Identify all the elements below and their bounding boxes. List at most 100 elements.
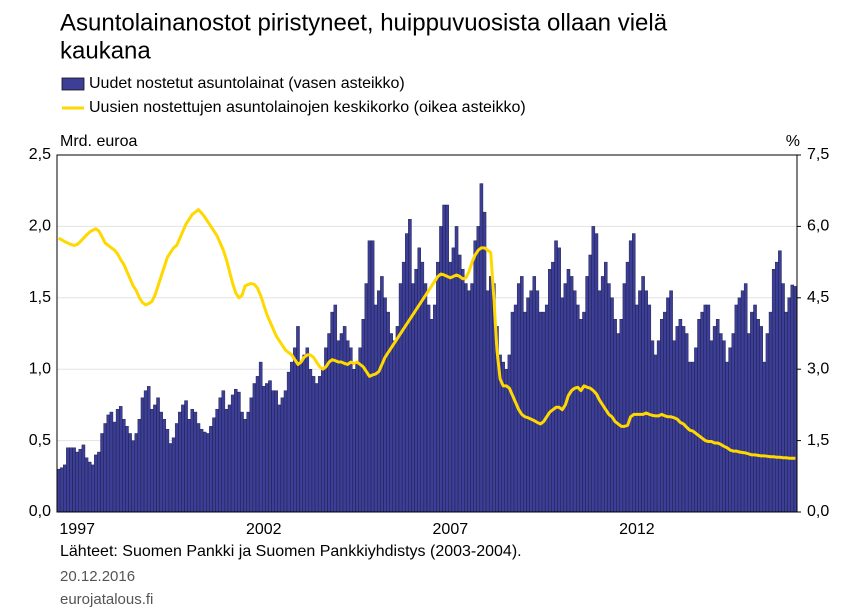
legend-swatch (61, 77, 85, 91)
bar (734, 304, 739, 513)
bar (212, 417, 216, 513)
date: 20.12.2016 (60, 568, 135, 585)
bar (482, 211, 487, 513)
bar (541, 311, 546, 513)
bar (485, 290, 490, 513)
bar (641, 276, 645, 513)
chart-title: Asuntolainanostot piristyneet, huippuvuo… (60, 9, 668, 36)
bar (308, 369, 313, 513)
bar (333, 304, 338, 513)
bar (672, 340, 676, 513)
bar (209, 426, 213, 513)
y2-tick-label: 0,0 (807, 503, 829, 520)
bar (560, 297, 565, 513)
bar (196, 423, 201, 513)
bar (361, 319, 366, 513)
bar (762, 361, 767, 513)
bar (94, 454, 98, 513)
bar (700, 311, 704, 513)
bar (709, 340, 714, 513)
bar (118, 406, 123, 513)
legend-label: Uudet nostetut asuntolainat (vasen astei… (89, 75, 405, 92)
bar (352, 369, 356, 513)
bar (529, 290, 533, 513)
bar (317, 376, 322, 513)
bar (703, 304, 708, 513)
bar (243, 418, 247, 513)
y-axis-label: Mrd. euroa (60, 133, 137, 150)
bar (706, 304, 711, 513)
bar (206, 433, 210, 513)
bar (234, 388, 238, 513)
bar (544, 304, 549, 513)
bar (286, 371, 291, 513)
bar (355, 361, 359, 513)
bar (681, 326, 686, 513)
bar (165, 428, 170, 513)
bar (314, 383, 319, 513)
bar (638, 290, 642, 513)
bar (610, 297, 614, 513)
bar (171, 437, 176, 513)
bar (237, 391, 241, 513)
bar (97, 451, 101, 513)
bar (69, 447, 73, 513)
bar (358, 347, 362, 513)
bar (349, 347, 353, 513)
bar (280, 397, 285, 513)
bar (697, 319, 701, 513)
bar (277, 404, 282, 513)
bar (255, 376, 260, 513)
bar (249, 397, 254, 513)
bar (168, 443, 173, 513)
bar (373, 304, 378, 513)
bar (265, 383, 269, 513)
bar (84, 457, 89, 513)
bar (112, 421, 117, 513)
bar (395, 326, 400, 513)
bar (258, 361, 263, 513)
bar (187, 418, 191, 513)
bar (647, 304, 652, 513)
bar (342, 326, 347, 513)
bar (436, 261, 440, 513)
bar (103, 423, 107, 513)
bar (345, 340, 350, 513)
bar (311, 376, 316, 513)
bar (504, 369, 509, 513)
bar (109, 411, 114, 513)
bar (775, 261, 779, 513)
bar (712, 326, 717, 513)
bar (262, 386, 266, 513)
bar (240, 411, 244, 513)
bar (184, 400, 188, 513)
bar (122, 418, 126, 513)
bar (199, 428, 204, 513)
bar (678, 319, 683, 513)
bar (429, 319, 434, 513)
bar (520, 276, 524, 513)
bar (193, 411, 198, 513)
bar (81, 444, 86, 513)
bar (293, 347, 297, 513)
bar (66, 447, 70, 513)
bar (771, 269, 776, 513)
bar (398, 283, 403, 513)
x-tick-label: 2002 (246, 521, 282, 538)
bar (380, 276, 384, 513)
bar (694, 347, 698, 513)
bar (174, 423, 179, 513)
bar (445, 204, 449, 513)
bar (137, 418, 142, 513)
bar (146, 386, 151, 513)
bar (526, 297, 530, 513)
bar (666, 297, 670, 513)
bar (296, 326, 300, 513)
bar (401, 261, 406, 513)
bar (765, 333, 770, 513)
bar (221, 390, 226, 513)
bar (691, 361, 695, 513)
bar (535, 290, 540, 513)
bar (271, 390, 275, 513)
